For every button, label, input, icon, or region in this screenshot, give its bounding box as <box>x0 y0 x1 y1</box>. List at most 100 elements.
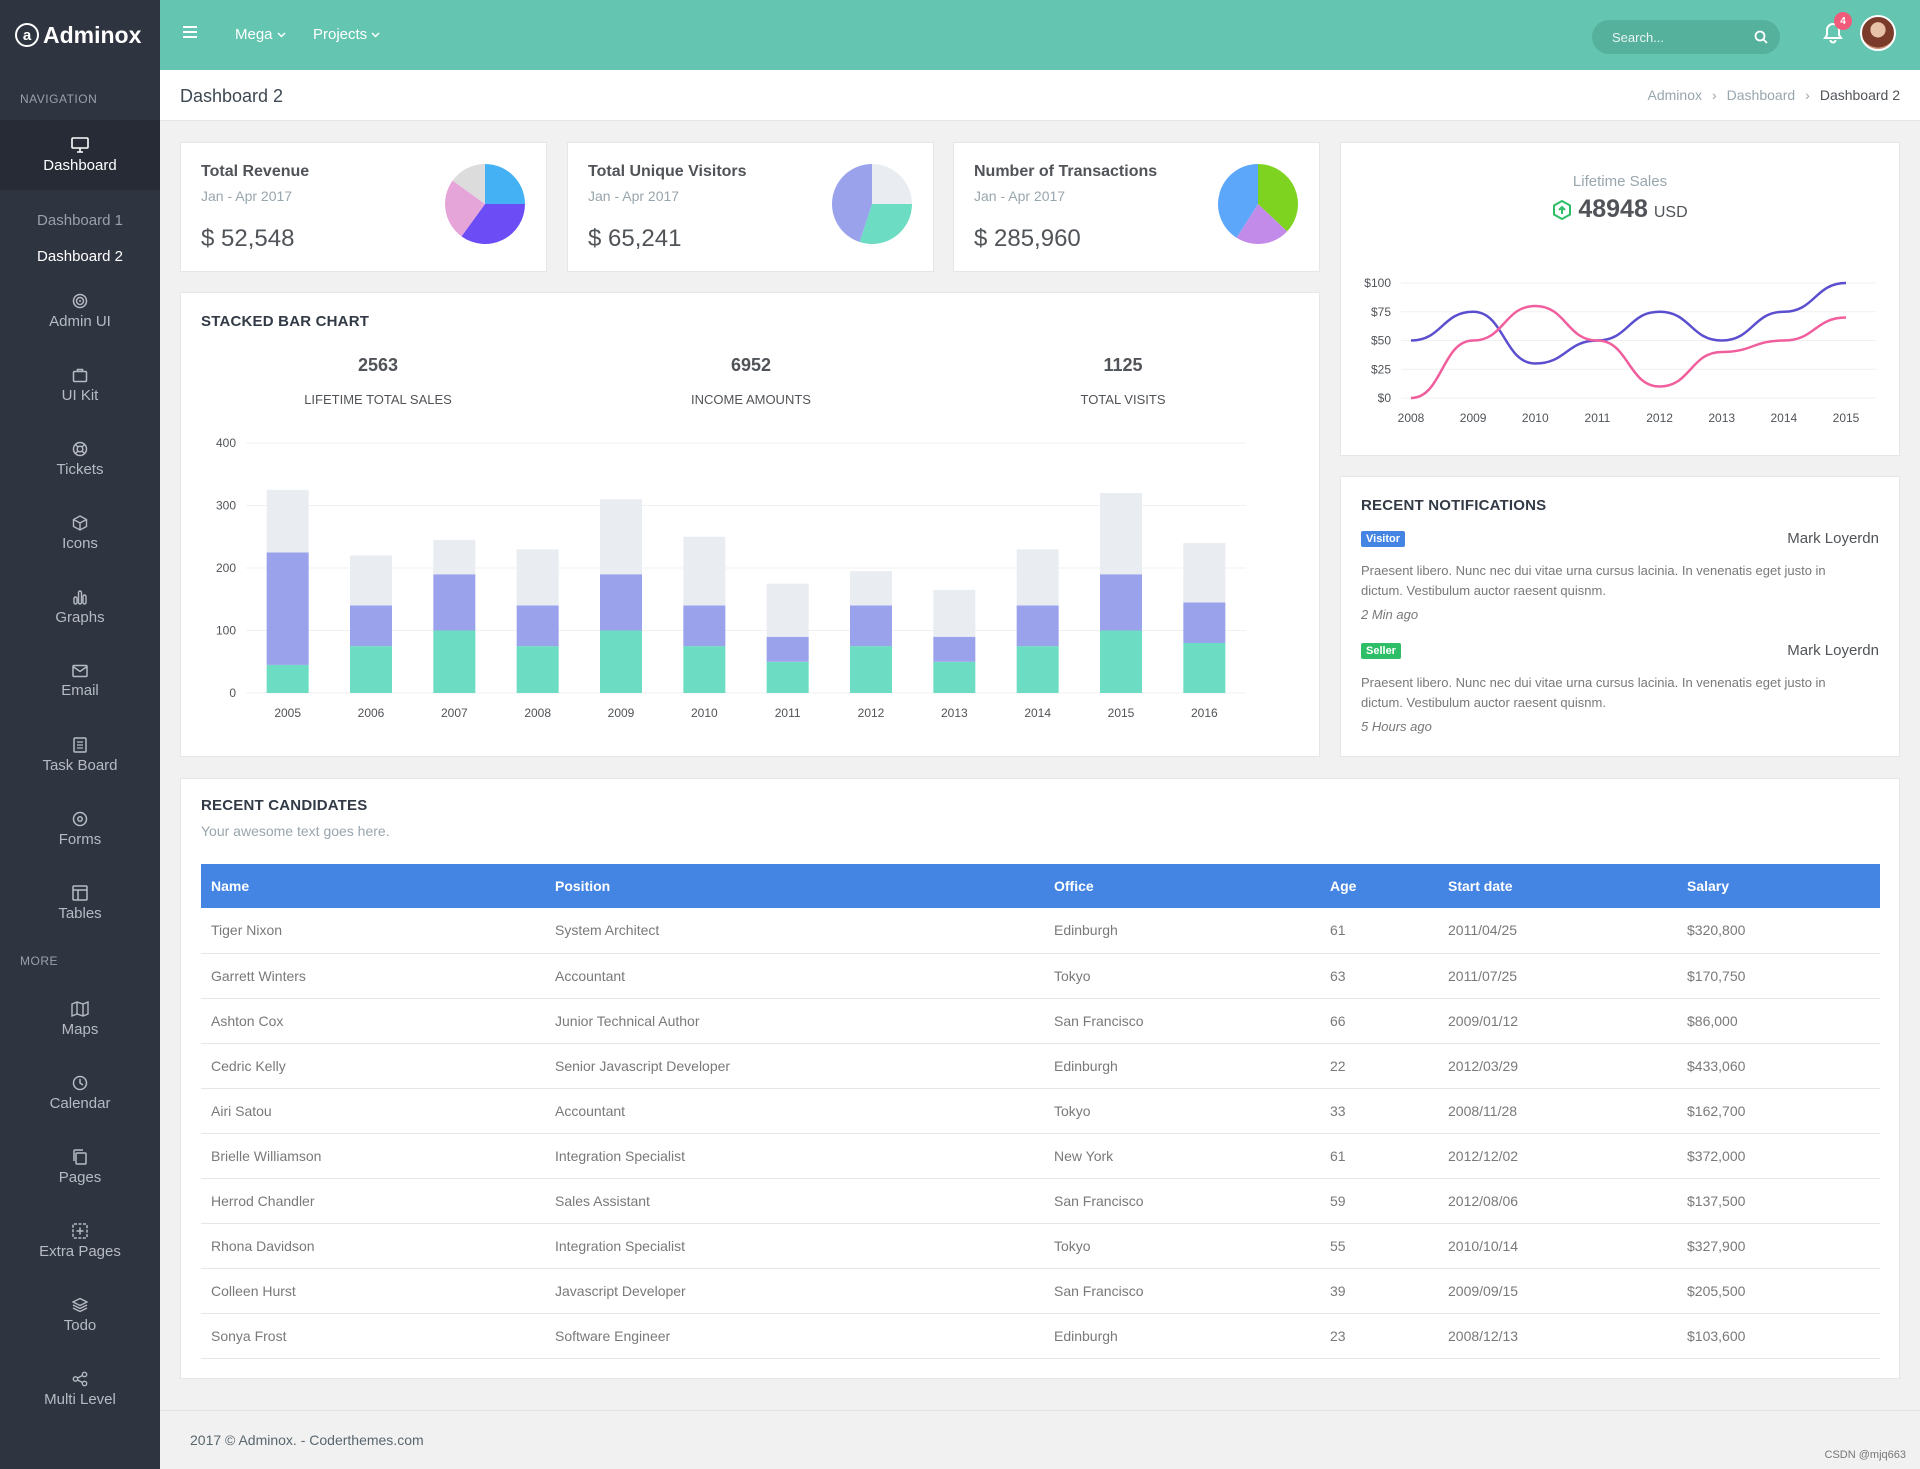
search-input[interactable]: Search... <box>1592 20 1780 54</box>
sidebar-item-graphs[interactable]: Graphs <box>0 570 160 644</box>
candidates-table: Name Position Office Age Start date Sala… <box>201 864 1880 1359</box>
sidebar-item-extra-pages[interactable]: Extra Pages <box>0 1204 160 1278</box>
lifetime-sales-unit: USD <box>1653 203 1688 221</box>
bar-segment <box>1016 646 1059 693</box>
breadcrumb: Adminox › Dashboard › Dashboard 2 <box>1648 87 1900 103</box>
column-header-position[interactable]: Position <box>545 864 1044 908</box>
x-tick-label: 2007 <box>441 706 468 720</box>
cell-name: Herrod Chandler <box>201 1178 545 1224</box>
bar-segment <box>683 605 726 647</box>
sidebar-item-calendar[interactable]: Calendar <box>0 1056 160 1130</box>
notification-badge: Seller <box>1361 641 1401 659</box>
bar-segment <box>683 536 726 606</box>
cell-salary: $170,750 <box>1677 953 1880 999</box>
pie-slice <box>859 204 912 244</box>
notification-time: 5 Hours ago <box>1361 719 1432 734</box>
sidebar-item-forms[interactable]: Forms <box>0 792 160 866</box>
table-row[interactable]: Herrod Chandler Sales Assistant San Franci… <box>201 1178 1880 1224</box>
candidates-title: RECENT CANDIDATES <box>201 797 368 814</box>
table-row[interactable]: Garrett Winters Accountant Tokyo 63 2011/07/… <box>201 953 1880 999</box>
projects-menu[interactable]: Projects <box>313 26 380 43</box>
table-row[interactable]: Cedric Kelly Senior Javascript Developer E… <box>201 1043 1880 1089</box>
bar-segment <box>516 605 559 647</box>
sidebar-item-pages[interactable]: Pages <box>0 1130 160 1204</box>
y-tick-label: 100 <box>216 624 236 638</box>
table-row[interactable]: Ashton Cox Junior Technical Author San Fra… <box>201 998 1880 1044</box>
x-tick-label: 2012 <box>1646 411 1673 425</box>
table-row[interactable]: Tiger Nixon System Architect Edinburgh 61 20… <box>201 908 1880 954</box>
lifetime-sales-title: Lifetime Sales <box>1572 173 1668 190</box>
table-row[interactable]: Colleen Hurst Javascript Developer San Fra… <box>201 1268 1880 1314</box>
stacked-bar-card: STACKED BAR CHART 2563 Lifetime total sal… <box>180 292 1320 757</box>
column-header-age[interactable]: Age <box>1320 864 1438 908</box>
bar-segment <box>1100 630 1142 693</box>
sidebar-item-ui-kit[interactable]: UI Kit <box>0 348 160 422</box>
notifications-card: RECENT NOTIFICATIONS Visitor Mark Loyerd… <box>1340 476 1900 757</box>
notification-name[interactable]: Mark Loyerdn <box>1787 530 1879 547</box>
sidebar-item-label: Pages <box>58 1168 102 1186</box>
kpi-income-amounts: 6952 Income amounts <box>651 355 851 407</box>
column-header-salary[interactable]: Salary <box>1677 864 1880 908</box>
table-row[interactable]: Sonya Frost Software Engineer Edinburgh 23 2… <box>201 1313 1880 1359</box>
cell-name: Cedric Kelly <box>201 1043 545 1089</box>
breadcrumb-item[interactable]: Adminox <box>1647 87 1702 103</box>
logo[interactable]: a Adminox <box>0 0 160 70</box>
bar-segment <box>350 646 392 693</box>
cell-name: Garrett Winters <box>201 953 545 999</box>
projects-menu-label: Projects <box>313 26 368 43</box>
column-header-name[interactable]: Name <box>201 864 545 908</box>
notification-name[interactable]: Mark Loyerdn <box>1787 642 1879 659</box>
column-header-start-date[interactable]: Start date <box>1438 864 1677 908</box>
x-tick-label: 2016 <box>1191 706 1218 720</box>
cell-start-date: 2011/04/25 <box>1438 908 1677 954</box>
sidebar-item-task-board[interactable]: Task Board <box>0 718 160 792</box>
x-tick-label: 2008 <box>524 706 551 720</box>
cell-office: Tokyo <box>1044 953 1320 999</box>
sidebar-item-label: Task Board <box>42 756 118 774</box>
mega-menu[interactable]: Mega <box>235 26 286 43</box>
lifetime-sales-value-row: 48948 USD <box>1341 195 1899 224</box>
sidebar-item-icons[interactable]: Icons <box>0 496 160 570</box>
cell-start-date: 2009/01/12 <box>1438 998 1677 1044</box>
user-avatar[interactable] <box>1860 15 1896 51</box>
bar-segment <box>433 630 476 693</box>
sidebar-item-dashboard[interactable]: Dashboard <box>0 120 160 190</box>
cell-salary: $86,000 <box>1677 998 1880 1044</box>
kpi-value: 6952 <box>730 355 772 375</box>
sidebar-item-tables[interactable]: Tables <box>0 866 160 940</box>
logo-mark: a <box>15 23 39 47</box>
bar-segment <box>516 646 559 693</box>
table-row[interactable]: Airi Satou Accountant Tokyo 33 2008/11/28 $16… <box>201 1088 1880 1134</box>
bar-segment <box>850 605 892 647</box>
bar-segment <box>766 661 809 693</box>
search-icon[interactable] <box>1754 30 1768 44</box>
sidebar-item-email[interactable]: Email <box>0 644 160 718</box>
hamburger-icon[interactable] <box>182 25 198 39</box>
seller-badge: Seller <box>1361 643 1401 659</box>
sidebar-item-label: Dashboard <box>43 156 117 174</box>
bar-segment <box>350 605 392 647</box>
bar-segment <box>850 646 892 693</box>
cell-office: Edinburgh <box>1044 908 1320 954</box>
pie-slice <box>445 180 485 237</box>
footer: 2017 © Adminox. - Coderthemes.com CSDN @… <box>160 1410 1920 1469</box>
sidebar-sub-dashboard-2[interactable]: Dashboard 2 <box>37 247 123 265</box>
sidebar-item-multi-level[interactable]: Multi Level <box>0 1352 160 1426</box>
table-row[interactable]: Brielle Williamson Integration Specialist… <box>201 1133 1880 1179</box>
sidebar-sub-dashboard-1[interactable]: Dashboard 1 <box>37 211 123 229</box>
sidebar-item-todo[interactable]: Todo <box>0 1278 160 1352</box>
bar-segment <box>516 549 559 606</box>
x-tick-label: 2013 <box>1708 411 1735 425</box>
breadcrumb-item[interactable]: Dashboard <box>1726 87 1796 103</box>
cell-start-date: 2012/12/02 <box>1438 1133 1677 1179</box>
sidebar-item-admin-ui[interactable]: Admin UI <box>0 274 160 348</box>
column-header-office[interactable]: Office <box>1044 864 1320 908</box>
table-row[interactable]: Rhona Davidson Integration Specialist Toky… <box>201 1223 1880 1269</box>
sidebar-item-tickets[interactable]: Tickets <box>0 422 160 496</box>
sidebar-item-label: Maps <box>61 1020 99 1038</box>
cell-start-date: 2010/10/14 <box>1438 1223 1677 1269</box>
cell-start-date: 2009/09/15 <box>1438 1268 1677 1314</box>
bar-segment <box>1016 549 1059 606</box>
sidebar-item-maps[interactable]: Maps <box>0 982 160 1056</box>
stat-card-revenue: Total Revenue Jan - Apr 2017 $ 52,548 <box>180 142 547 272</box>
